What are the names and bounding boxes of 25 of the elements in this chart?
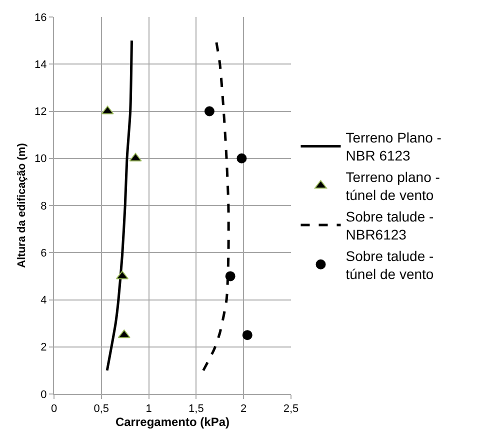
y-tick-label: 8 (40, 200, 47, 212)
y-tick-label: 16 (34, 12, 47, 24)
point (225, 271, 236, 282)
x-tick-label: 2,5 (283, 403, 299, 416)
point (236, 153, 247, 164)
y-tick-label: 6 (40, 247, 47, 260)
x-axis-title: Carregamento (kPa) (115, 415, 230, 430)
y-tick-label: 0 (40, 388, 47, 401)
x-tick-label: 0,5 (94, 403, 110, 416)
y-axis-title: Altura da edificação (m) (16, 142, 28, 268)
legend-label: Terreno plano - túnel de vento (346, 168, 440, 204)
x-tick-label: 1,5 (188, 403, 204, 416)
x-tick-label: 1 (146, 403, 152, 416)
y-tick-label: 10 (34, 153, 47, 166)
x-tick-label: 2 (240, 403, 247, 416)
point (204, 106, 214, 116)
y-tick-label: 14 (34, 58, 47, 71)
x-tick-label: 0 (50, 403, 58, 416)
legend-label: Sobre talude - túnel de vento (346, 248, 434, 282)
point (242, 330, 252, 340)
y-tick-label: 2 (40, 342, 47, 354)
legend-label: Terreno Plano - NBR 6123 (346, 130, 442, 164)
y-tick-label: 12 (34, 106, 47, 118)
legend-label: Sobre talude - NBR6123 (346, 208, 434, 243)
y-tick-label: 4 (40, 294, 47, 307)
